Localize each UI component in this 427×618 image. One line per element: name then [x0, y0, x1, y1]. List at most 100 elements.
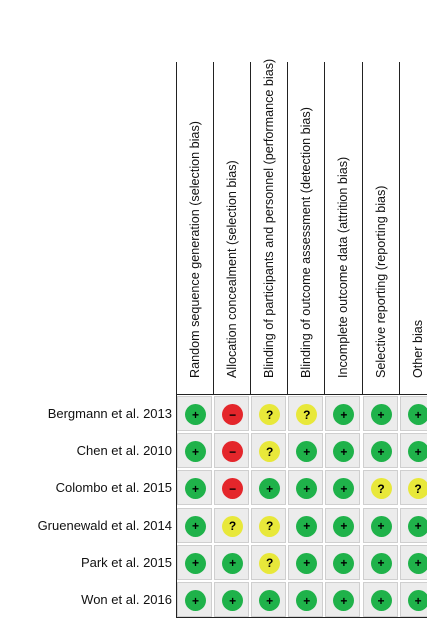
- rating-cell: ?: [399, 470, 427, 506]
- unclear-risk-icon: ?: [259, 404, 281, 425]
- column-header: Blinding of participants and personnel (…: [251, 2, 287, 392]
- rating-cell: −: [214, 396, 250, 431]
- low-risk-icon: +: [370, 404, 392, 425]
- rating-cell: +: [177, 396, 212, 431]
- rating-cell: +: [214, 582, 250, 617]
- low-risk-icon: +: [333, 515, 355, 537]
- study-label: Chen et al. 2010: [76, 443, 172, 459]
- high-risk-icon: −: [222, 478, 244, 500]
- low-risk-icon: +: [370, 515, 392, 537]
- low-risk-icon: +: [259, 478, 281, 500]
- column-header: Selective reporting (reporting bias): [363, 2, 399, 392]
- column-header-label: Selective reporting (reporting bias): [373, 185, 388, 379]
- rating-cell: ?: [214, 507, 250, 543]
- low-risk-icon: +: [407, 552, 427, 574]
- column-header: Allocation concealment (selection bias): [214, 2, 250, 392]
- low-risk-icon: +: [407, 590, 427, 611]
- low-risk-icon: +: [296, 515, 318, 537]
- column-divider: [324, 62, 326, 395]
- rating-cell: ?: [251, 396, 287, 431]
- low-risk-icon: +: [185, 552, 206, 574]
- high-risk-icon: −: [222, 441, 244, 463]
- rating-cell: ?: [251, 433, 287, 469]
- unclear-risk-icon: ?: [370, 478, 392, 500]
- low-risk-icon: +: [185, 441, 206, 463]
- rating-cell: +: [362, 433, 398, 469]
- low-risk-icon: +: [259, 590, 281, 611]
- low-risk-icon: +: [296, 552, 318, 574]
- low-risk-icon: +: [370, 552, 392, 574]
- rating-cell: +: [288, 433, 324, 469]
- low-risk-icon: +: [333, 404, 355, 425]
- rating-cell: +: [325, 507, 361, 543]
- low-risk-icon: +: [185, 590, 206, 611]
- rating-cell: +: [177, 433, 212, 469]
- rating-cell: +: [399, 544, 427, 580]
- rating-cell: +: [325, 396, 361, 431]
- rating-cell: +: [362, 582, 398, 617]
- rating-cell: +: [325, 470, 361, 506]
- low-risk-icon: +: [407, 515, 427, 537]
- low-risk-icon: +: [296, 590, 318, 611]
- unclear-risk-icon: ?: [259, 515, 281, 537]
- rating-cell: +: [325, 582, 361, 617]
- rating-cell: +: [177, 470, 212, 506]
- rating-cell: ?: [251, 507, 287, 543]
- low-risk-icon: +: [407, 404, 427, 425]
- low-risk-icon: +: [185, 515, 206, 537]
- rating-cell: +: [362, 544, 398, 580]
- rating-cell: +: [251, 582, 287, 617]
- low-risk-icon: +: [296, 441, 318, 463]
- column-divider: [213, 62, 215, 395]
- rating-cell: +: [399, 396, 427, 431]
- low-risk-icon: +: [222, 552, 244, 574]
- low-risk-icon: +: [333, 441, 355, 463]
- column-divider: [287, 62, 289, 395]
- unclear-risk-icon: ?: [407, 478, 427, 500]
- column-header-label: Incomplete outcome data (attrition bias): [336, 156, 351, 378]
- rating-cell: +: [177, 582, 212, 617]
- low-risk-icon: +: [370, 441, 392, 463]
- low-risk-icon: +: [370, 590, 392, 611]
- rating-cell: +: [399, 582, 427, 617]
- unclear-risk-icon: ?: [259, 441, 281, 463]
- rating-cell: +: [177, 507, 212, 543]
- column-header: Random sequence generation (selection bi…: [177, 2, 213, 392]
- low-risk-icon: +: [407, 441, 427, 463]
- rating-cell: −: [214, 470, 250, 506]
- column-header-label: Allocation concealment (selection bias): [225, 160, 240, 378]
- column-header-label: Random sequence generation (selection bi…: [188, 121, 202, 378]
- study-label: Bergmann et al. 2013: [47, 406, 172, 421]
- low-risk-icon: +: [185, 404, 206, 425]
- rating-cell: +: [399, 507, 427, 543]
- rating-cell: +: [362, 507, 398, 543]
- rating-cell: +: [325, 433, 361, 469]
- rating-cell: −: [214, 433, 250, 469]
- unclear-risk-icon: ?: [296, 404, 318, 425]
- low-risk-icon: +: [296, 478, 318, 500]
- rating-cell: +: [251, 470, 287, 506]
- rating-cell: +: [362, 396, 398, 431]
- column-divider: [398, 62, 400, 395]
- rating-cell: +: [214, 544, 250, 580]
- rating-cell: +: [399, 433, 427, 469]
- rating-cell: +: [288, 507, 324, 543]
- rating-cell: +: [288, 470, 324, 506]
- rating-cell: +: [288, 544, 324, 580]
- study-label: Won et al. 2016: [81, 592, 172, 607]
- low-risk-icon: +: [333, 552, 355, 574]
- low-risk-icon: +: [185, 478, 206, 500]
- rating-cell: +: [288, 582, 324, 617]
- column-divider: [250, 62, 252, 395]
- low-risk-icon: +: [222, 590, 244, 611]
- rating-cell: +: [177, 544, 212, 580]
- study-label: Colombo et al. 2015: [55, 480, 172, 496]
- column-header-label: Blinding of outcome assessment (detectio…: [299, 107, 314, 378]
- column-divider: [361, 62, 363, 395]
- study-label: Park et al. 2015: [80, 554, 172, 570]
- column-header-label: Blinding of participants and personnel (…: [262, 58, 277, 378]
- column-header: Blinding of outcome assessment (detectio…: [288, 2, 324, 392]
- study-label: Gruenewald et al. 2014: [37, 517, 172, 533]
- high-risk-icon: −: [222, 404, 244, 425]
